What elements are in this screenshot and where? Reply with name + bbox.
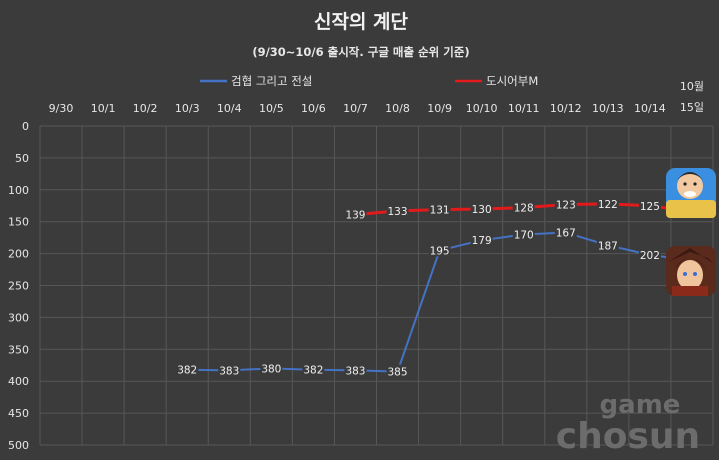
watermark-line2: chosun [556, 416, 700, 457]
data-label-bg [638, 247, 661, 261]
y-tick-label: 450 [8, 407, 29, 420]
x-tick-label: 10/14 [634, 102, 666, 115]
data-label-bg [344, 207, 367, 221]
y-tick-label: 100 [8, 184, 29, 197]
legend: 검협 그리고 전설 도시어부M [200, 74, 538, 88]
x-tick-label: 10/10 [466, 102, 498, 115]
x-tick-label: 10월 15일 [680, 80, 704, 114]
x-tick-label: 10/9 [427, 102, 452, 115]
data-label-bg [386, 203, 409, 217]
data-label: 179 [472, 235, 492, 247]
data-label: 380 [261, 363, 281, 375]
x-tick-label: 10/1 [91, 102, 116, 115]
data-label: 382 [177, 365, 197, 377]
data-label-bg [596, 196, 619, 210]
data-label-bg [428, 243, 451, 257]
data-label: 139 [345, 210, 365, 222]
legend-label-dosi-eobu: 도시어부M [486, 74, 538, 88]
data-label: 382 [303, 365, 323, 377]
data-label: 383 [345, 365, 365, 377]
data-label-bg [218, 363, 241, 377]
grid [39, 125, 714, 446]
data-label-bg [344, 363, 367, 377]
x-tick-label: 10/2 [133, 102, 158, 115]
data-label: 202 [640, 250, 660, 262]
watermark-line1: game [600, 390, 681, 420]
data-label: 195 [430, 245, 450, 257]
x-tick-label: 10/3 [175, 102, 200, 115]
x-tick-label: 10/8 [385, 102, 410, 115]
x-tick-label: 10/4 [217, 102, 242, 115]
data-label: 123 [556, 199, 576, 211]
x-tick-label: 10/7 [343, 102, 368, 115]
data-label: 167 [556, 228, 576, 240]
data-label: 187 [598, 240, 618, 252]
legend-label-geomhyeop: 검협 그리고 전설 [231, 74, 312, 88]
chart-subtitle: (9/30~10/6 출시작. 구글 매출 순위 기준) [252, 45, 469, 59]
data-label: 130 [472, 204, 492, 216]
y-tick-label: 250 [8, 280, 29, 293]
data-label-bg [512, 227, 535, 241]
data-label: 170 [514, 229, 534, 241]
data-label: 125 [640, 201, 660, 213]
data-label-bg [386, 364, 409, 378]
y-tick-label: 400 [8, 375, 29, 388]
x-tick-label: 10/5 [259, 102, 284, 115]
y-tick-label: 350 [8, 343, 29, 356]
y-tick-label: 500 [8, 439, 29, 452]
data-label: 128 [514, 203, 534, 215]
y-tick-label: 50 [15, 152, 29, 165]
data-label-bg [176, 362, 199, 376]
x-axis-ticks: 9/30 10/1 10/2 10/3 10/4 10/5 10/6 10/7 10/8 10/9… [49, 80, 704, 115]
data-label: 131 [430, 205, 450, 217]
x-tick-label: 10/11 [508, 102, 540, 115]
data-label-bg [554, 197, 577, 211]
y-tick-label: 0 [22, 120, 29, 133]
x-tick-label: 10/12 [550, 102, 582, 115]
y-tick-label: 200 [8, 248, 29, 261]
data-label: 133 [388, 206, 408, 218]
data-label: 122 [598, 199, 618, 211]
x-tick-label: 10/6 [301, 102, 326, 115]
data-label-bg [512, 200, 535, 214]
data-label: 383 [219, 365, 239, 377]
y-tick-label: 300 [8, 311, 29, 324]
data-label-bg [470, 201, 493, 215]
data-label-bg [470, 233, 493, 247]
data-label-bg [302, 362, 325, 376]
data-label: 385 [388, 367, 408, 379]
data-label-bg [554, 225, 577, 239]
data-label-bg [638, 198, 661, 212]
data-label-bg [428, 202, 451, 216]
chart-title: 신작의 계단 [314, 11, 409, 33]
dosi-eobu-m-app-icon [666, 168, 716, 218]
x-tick-label: 10/13 [592, 102, 624, 115]
data-label-bg [596, 238, 619, 252]
y-axis-ticks: 0 50 100 150 200 250 300 350 400 450 500 [8, 120, 29, 452]
data-label-bg [260, 361, 283, 375]
x-tick-label: 9/30 [49, 102, 74, 115]
watermark: game chosun [556, 390, 700, 457]
y-tick-label: 150 [8, 216, 29, 229]
geomhyeop-app-icon [666, 246, 716, 296]
